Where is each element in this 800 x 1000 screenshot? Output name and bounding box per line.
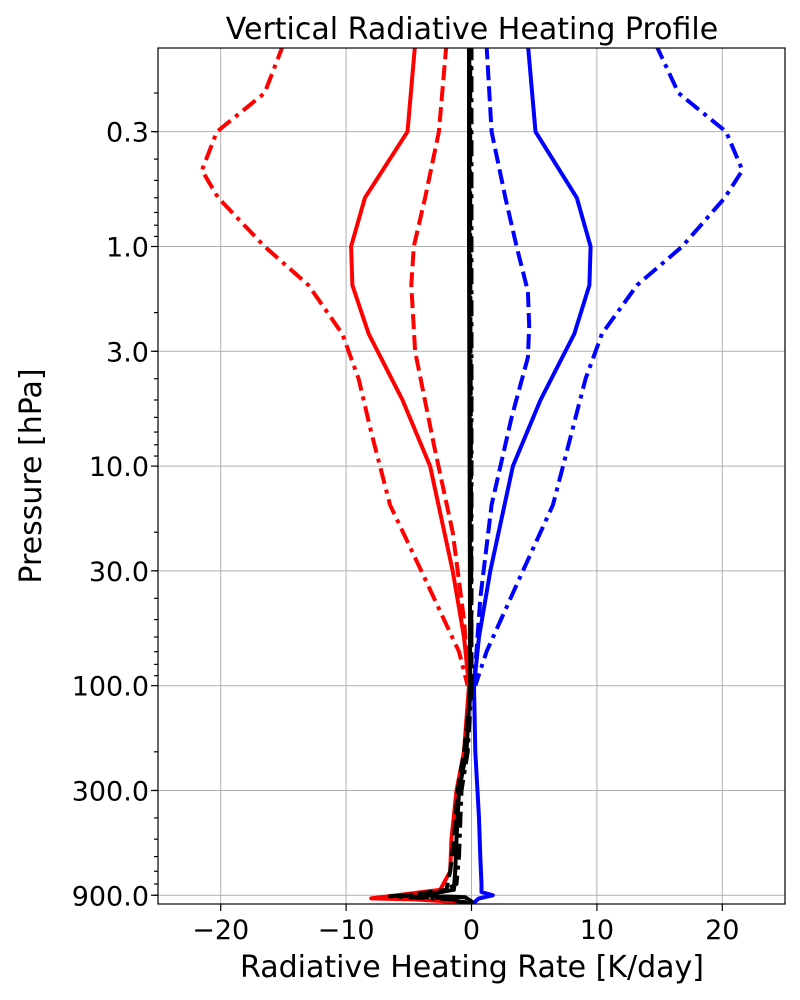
chart-title: Vertical Radiative Heating Profile	[226, 12, 718, 47]
series-line-6	[473, 48, 745, 687]
x-tick-label: 0	[463, 915, 480, 946]
y-tick-labels: 0.3 1.0 3.0 10.0 30.0 100.0 300.0 900.0	[72, 118, 149, 913]
y-tick-label: 10.0	[89, 452, 149, 483]
x-tick-label: −20	[192, 915, 249, 946]
x-tick-labels: −20 −10 0 10 20	[192, 915, 739, 946]
x-tick-label: −10	[318, 915, 375, 946]
y-tick-label: 900.0	[72, 881, 149, 912]
series-line-2	[409, 48, 471, 686]
y-tick-label: 0.3	[106, 118, 149, 149]
series-line-9	[388, 48, 475, 904]
y-tick-label: 300.0	[72, 776, 149, 807]
y-tick-label: 30.0	[89, 557, 149, 588]
series-layer	[199, 48, 745, 904]
x-tick-label: 20	[705, 915, 739, 946]
series-line-5	[472, 48, 532, 686]
y-axis-label: Pressure [hPa]	[14, 368, 49, 583]
series-line-4	[471, 48, 593, 904]
y-tick-label: 100.0	[72, 672, 149, 703]
y-tick-label: 3.0	[106, 337, 149, 368]
x-tick-label: 10	[580, 915, 614, 946]
series-line-3	[199, 48, 470, 687]
y-tick-label: 1.0	[106, 233, 149, 264]
x-axis-label: Radiative Heating Rate [K/day]	[240, 950, 704, 985]
ticks-layer	[151, 92, 723, 911]
